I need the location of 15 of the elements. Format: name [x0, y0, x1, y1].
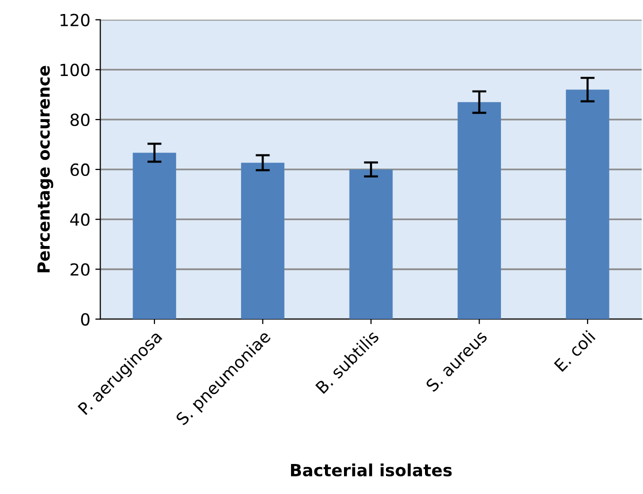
y-tick-label: 120: [60, 14, 90, 26]
y-tick-label: 20: [70, 263, 90, 276]
y-tick-label: 60: [70, 163, 90, 176]
y-tick-label: 80: [70, 114, 90, 126]
bar: [132, 152, 176, 320]
bar: [241, 162, 284, 320]
x-axis-title: Bacterial isolates: [291, 464, 452, 476]
y-tick-label: 100: [60, 64, 90, 76]
x-tick-label: E. coli: [554, 330, 596, 372]
bar: [566, 90, 610, 320]
y-axis-title: Percentage occurence: [37, 66, 54, 272]
bar: [458, 102, 501, 320]
bar: [349, 169, 393, 320]
y-tick-label: 40: [70, 213, 90, 226]
y-tick-label: 0: [81, 313, 90, 326]
